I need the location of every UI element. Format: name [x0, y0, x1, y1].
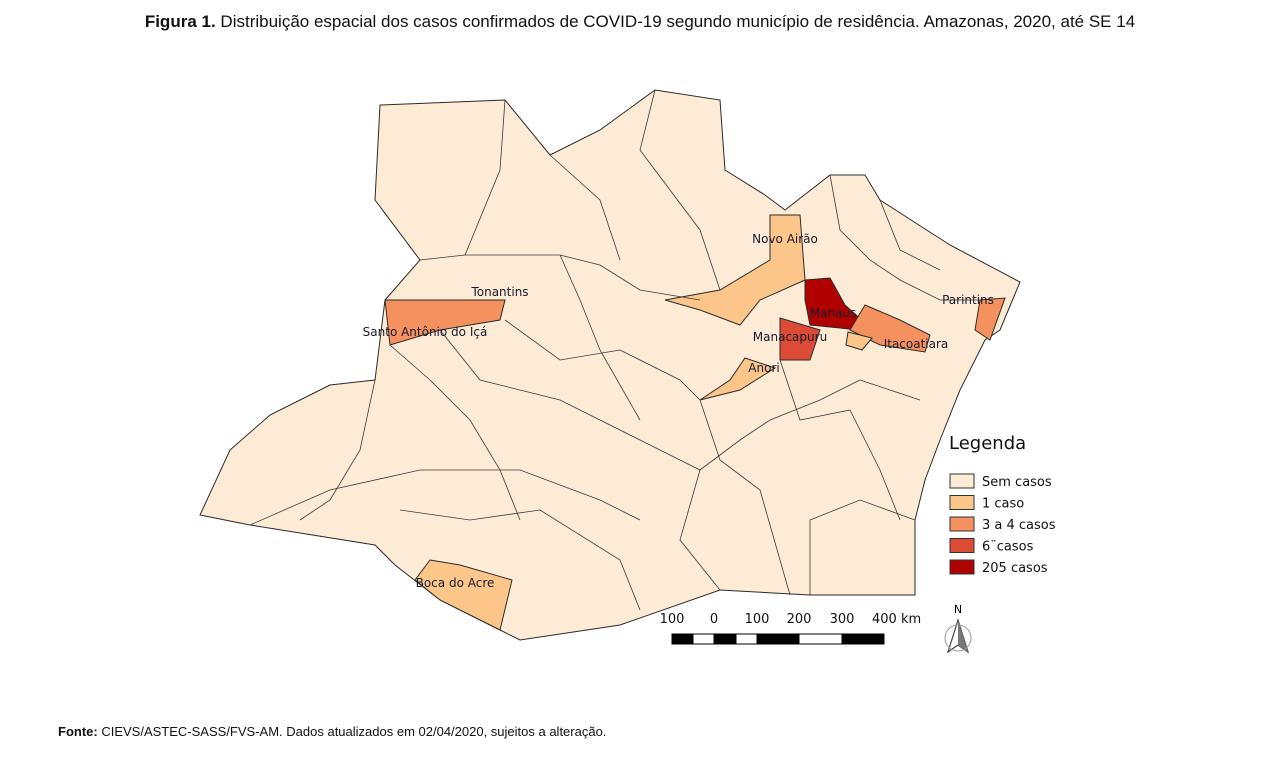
municipality-label: Manacapuru [753, 330, 827, 344]
figure-caption: Distribuição espacial dos casos confirma… [220, 12, 1136, 31]
scale-segment [713, 633, 737, 645]
municipality-label: Tonantins [470, 285, 528, 299]
novo-airao [664, 214, 806, 326]
scale-segment [671, 633, 694, 645]
scale-label: 300 [830, 612, 855, 627]
scale-label: 0 [710, 612, 718, 627]
legend-swatch [949, 559, 975, 575]
north-arrow-shade [958, 620, 968, 652]
north-label: N [954, 603, 962, 616]
anori [699, 357, 777, 401]
municipality-label: Santo Antônio do Içá [363, 325, 488, 339]
municipality-label: Boca do Acre [416, 576, 495, 590]
legend-label: 6¨casos [982, 540, 1034, 555]
footer-label: Fonte: [58, 724, 98, 739]
north-circle [944, 624, 972, 652]
municipality-label: Parintins [942, 293, 994, 307]
municipality-label: Anori [748, 361, 779, 375]
manacapuru [779, 317, 821, 361]
municipality-label: Manaus [810, 306, 857, 320]
map: Novo Airão Tonantins Parintins Manaus Santo … [199, 89, 1056, 654]
legend-label: 205 casos [982, 561, 1048, 576]
scale-segment [798, 633, 843, 645]
scale-label: 100 [745, 612, 770, 627]
santo-antonio-tonantins [384, 299, 506, 346]
legend-swatch [949, 495, 975, 510]
boca-do-acre [414, 559, 513, 631]
legend-label: Sem casos [982, 475, 1052, 490]
legend-title: Legenda [949, 433, 1026, 454]
legend-swatch [949, 516, 975, 532]
scale-segment [692, 633, 715, 645]
footer-text: CIEVS/ASTEC-SASS/FVS-AM. Dados atualizad… [101, 724, 607, 739]
scale-segment [841, 633, 885, 645]
figure-title: Figura 1. Distribuição espacial dos caso… [0, 12, 1280, 32]
state-outline [199, 89, 1021, 641]
footer: Fonte: CIEVS/ASTEC-SASS/FVS-AM. Dados at… [58, 724, 606, 739]
itacoatiara [849, 304, 931, 353]
legend-swatch [949, 473, 975, 489]
legend-label: 1 caso [982, 497, 1024, 512]
municipality-label: Itacoatiara [884, 337, 949, 351]
careiro [845, 331, 873, 351]
legend-swatch [949, 538, 975, 553]
figure-label: Figura 1. [144, 12, 216, 31]
scale-segment [735, 633, 758, 645]
scale-segment [756, 633, 800, 645]
scale-label: 400 km [872, 612, 921, 627]
legend-label: 3 a 4 casos [982, 518, 1056, 533]
scale-label: 200 [787, 612, 812, 627]
parintins [974, 297, 1006, 341]
scale-label: 100 [660, 612, 685, 627]
municipality-label: Novo Airão [752, 232, 818, 246]
